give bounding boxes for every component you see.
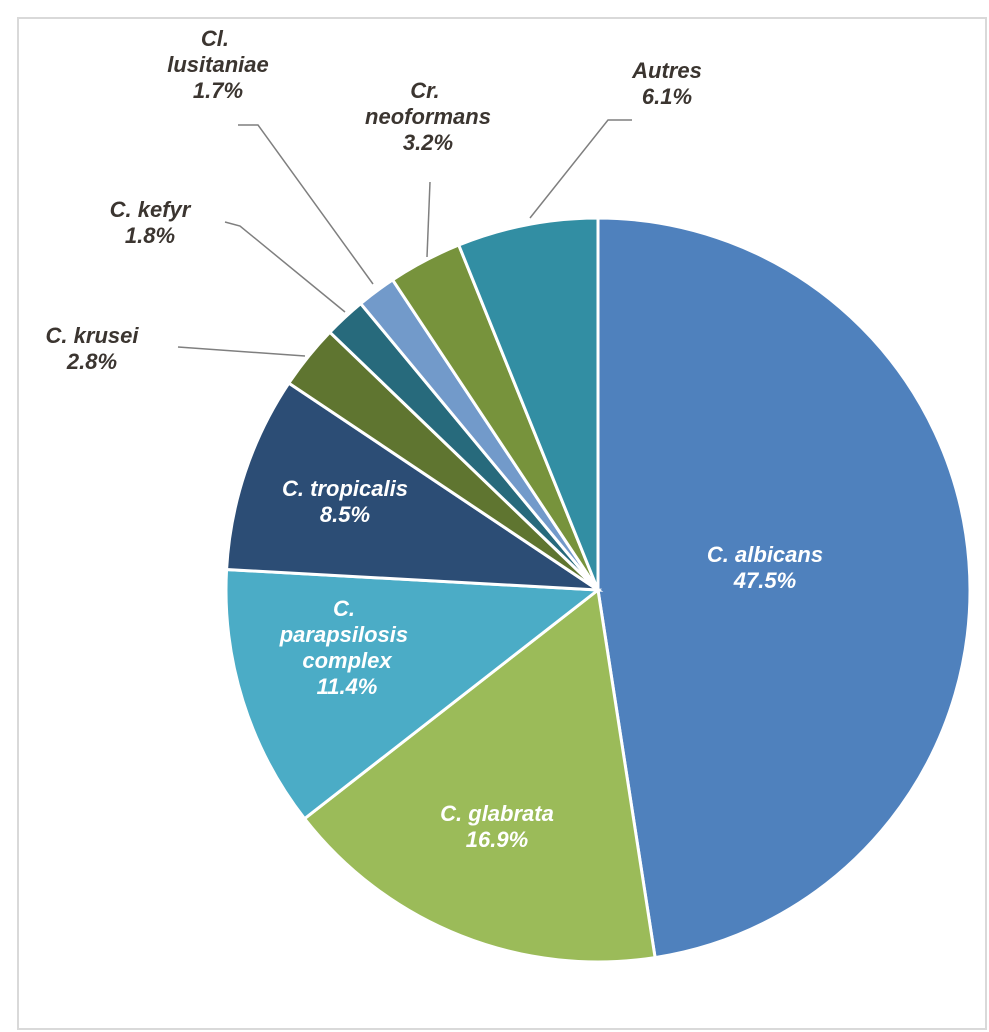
slice-label: Cr. neoformans — [365, 78, 491, 129]
slice-label: C. krusei — [46, 323, 140, 348]
pie-slice — [224, 567, 603, 821]
label-line: lusitaniae — [167, 52, 268, 77]
pie-slice — [456, 216, 600, 591]
label-line: Cl. — [201, 26, 235, 51]
value-label: 3.2% — [403, 130, 453, 155]
value-label: 8.5% — [320, 502, 370, 527]
slice-label: C. albicans — [707, 542, 823, 567]
value-label: 2.8% — [66, 349, 117, 374]
value-label: 16.9% — [466, 827, 528, 852]
slice-label: Cl. lusitaniae — [167, 26, 268, 77]
value-label: 47.5% — [733, 568, 796, 593]
slice-label: C. kefyr — [110, 197, 192, 222]
leader-line — [238, 124, 374, 285]
slice-label: Autres — [631, 58, 702, 83]
slice-label: C. tropicalis — [282, 476, 408, 501]
label-line: C. — [333, 596, 361, 621]
label-line: parapsilosis — [279, 622, 415, 647]
pie-slice — [302, 587, 657, 964]
value-label: 1.7% — [193, 78, 243, 103]
leader-line — [224, 221, 346, 313]
value-label: 6.1% — [642, 84, 692, 109]
label-line: neoformans — [365, 104, 491, 129]
slice-label: C. parapsilosis complex — [279, 596, 415, 673]
slice-label: C. glabrata — [440, 801, 554, 826]
leader-line — [426, 181, 431, 258]
value-label: 1.8% — [125, 223, 175, 248]
value-label: 11.4% — [317, 674, 378, 699]
label-line: complex — [302, 648, 392, 673]
pie-slice — [596, 216, 972, 960]
leader-line — [177, 346, 306, 357]
pie-slice — [224, 381, 604, 592]
leader-line — [529, 119, 632, 219]
label-line: Cr. — [410, 78, 445, 103]
